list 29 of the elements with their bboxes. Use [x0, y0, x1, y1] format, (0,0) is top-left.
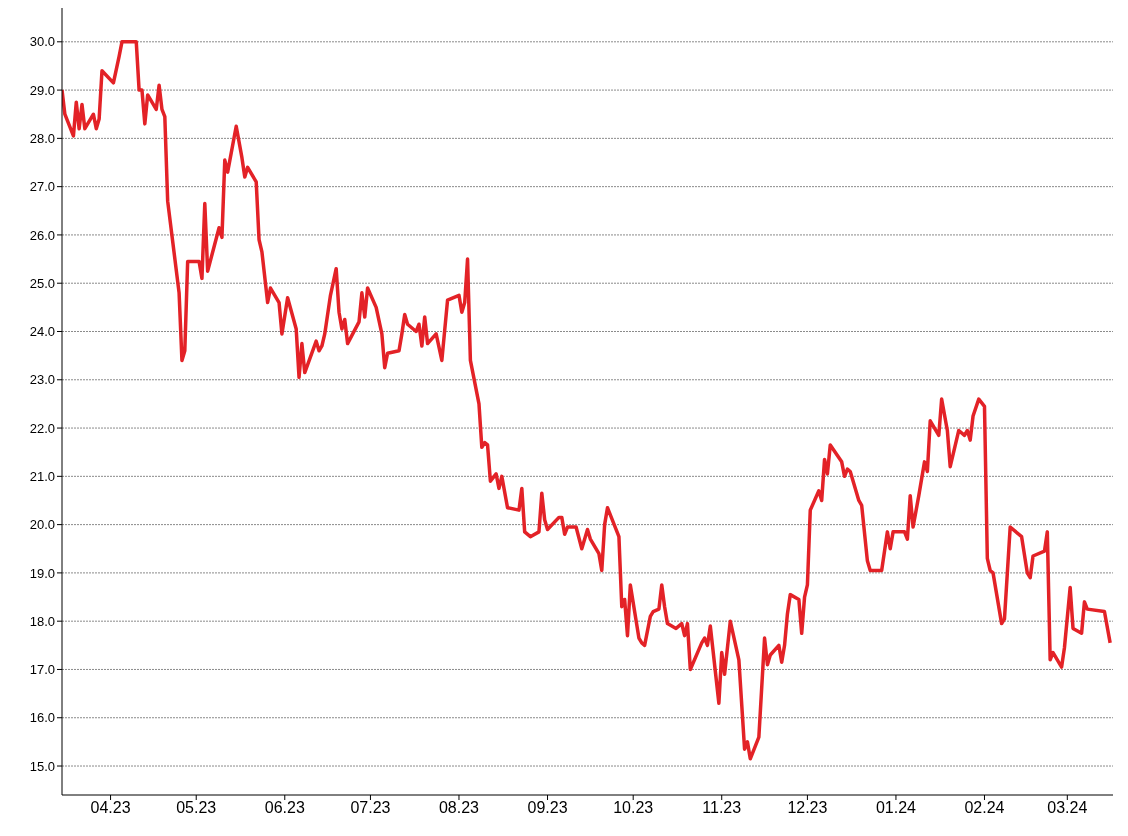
y-tick-label: 16.0: [29, 710, 55, 726]
y-tick-label: 26.0: [29, 227, 55, 243]
y-tick-label: 19.0: [29, 565, 55, 581]
x-tick-label: 08.23: [438, 799, 480, 817]
x-tick-label: 09.23: [527, 799, 568, 817]
x-tick-label: 04.23: [90, 799, 131, 817]
y-tick-label: 22.0: [29, 420, 55, 436]
x-tick-label: 07.23: [350, 799, 391, 817]
x-tick-label: 06.23: [264, 799, 305, 817]
y-tick-label: 29.0: [29, 82, 55, 98]
y-tick-label: 30.0: [29, 34, 55, 50]
y-tick-label: 18.0: [29, 613, 55, 629]
y-tick-label: 17.0: [29, 662, 55, 678]
x-tick-label: 12.23: [787, 799, 828, 817]
y-tick-label: 27.0: [29, 179, 55, 195]
y-tick-label: 15.0: [29, 758, 55, 774]
x-tick-label: 11.23: [702, 799, 742, 817]
x-tick-label: 05.23: [176, 799, 217, 817]
y-tick-label: 20.0: [29, 517, 55, 533]
x-tick-label: 01.24: [875, 799, 917, 817]
y-tick-label: 21.0: [29, 468, 55, 484]
y-tick-label: 23.0: [29, 372, 55, 388]
x-tick-label: 03.24: [1047, 799, 1088, 817]
y-tick-label: 24.0: [29, 324, 55, 340]
x-tick-label: 02.24: [964, 799, 1005, 817]
y-tick-label: 25.0: [29, 275, 55, 291]
y-tick-label: 28.0: [29, 130, 55, 146]
x-tick-label: 10.23: [613, 799, 654, 817]
line-series: [62, 40, 1112, 761]
